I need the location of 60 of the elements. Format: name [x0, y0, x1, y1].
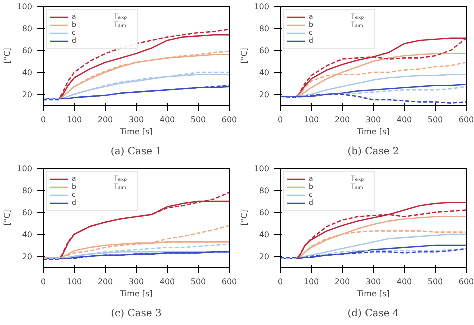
- y-tick-label: 40: [22, 68, 33, 78]
- x-axis-title: Time [s]: [119, 290, 153, 298]
- x-tick-label: 400: [396, 116, 412, 124]
- y-tick-label: 60: [259, 46, 270, 56]
- x-tick-label: 600: [458, 278, 474, 286]
- x-tick-label: 0: [278, 116, 284, 124]
- y-tick-label: 100: [254, 164, 270, 174]
- y-axis-title: [°C]: [3, 210, 12, 226]
- y-tick-label: 100: [17, 164, 33, 174]
- x-tick-label: 600: [222, 278, 238, 286]
- text: (d) Case 4: [348, 308, 400, 320]
- x-tick-label: 400: [160, 116, 176, 124]
- x-tick-label: 400: [396, 278, 412, 286]
- text: (b) Case 2: [348, 146, 400, 158]
- y-tick-label: 20: [22, 90, 33, 100]
- x-axis-title: Time [s]: [119, 128, 153, 136]
- x-tick-label: 200: [334, 116, 350, 124]
- y-tick-label: 100: [254, 2, 270, 12]
- y-axis-title: [°C]: [240, 48, 250, 64]
- x-tick-label: 600: [458, 116, 474, 124]
- x-tick-label: 500: [428, 278, 444, 286]
- text: (a) Case 1: [110, 146, 162, 158]
- x-tick-label: 300: [128, 278, 144, 286]
- y-tick-label: 40: [22, 230, 33, 240]
- y-tick-label: 20: [259, 90, 270, 100]
- y-tick-label: 20: [259, 252, 270, 262]
- x-tick-label: 200: [98, 116, 114, 124]
- y-tick-label: 60: [22, 208, 33, 218]
- x-tick-label: 600: [222, 116, 238, 124]
- y-tick-label: 20: [22, 252, 33, 262]
- x-axis-title: Time [s]: [356, 128, 390, 136]
- x-tick-label: 200: [98, 278, 114, 286]
- x-tick-label: 300: [366, 116, 382, 124]
- y-tick-label: 80: [22, 24, 33, 34]
- y-tick-label: 60: [22, 46, 33, 56]
- x-tick-label: 500: [428, 116, 444, 124]
- y-tick-label: 40: [259, 68, 270, 78]
- y-axis-title: [°C]: [3, 48, 12, 64]
- y-tick-label: 40: [259, 230, 270, 240]
- x-tick-label: 500: [190, 116, 206, 124]
- x-tick-label: 300: [366, 278, 382, 286]
- x-axis-title: Time [s]: [356, 290, 390, 298]
- x-tick-label: 300: [128, 116, 144, 124]
- x-tick-label: 500: [190, 278, 206, 286]
- y-tick-label: 60: [259, 208, 270, 218]
- y-tick-label: 80: [259, 186, 270, 196]
- x-tick-label: 100: [304, 278, 320, 286]
- text: (c) Case 3: [111, 308, 162, 320]
- x-tick-label: 0: [278, 278, 284, 286]
- x-tick-label: 100: [66, 278, 82, 286]
- x-tick-label: 200: [334, 278, 350, 286]
- x-tick-label: 0: [40, 116, 46, 124]
- y-tick-label: 100: [17, 2, 33, 12]
- y-tick-label: 80: [22, 186, 33, 196]
- x-tick-label: 0: [40, 278, 46, 286]
- x-tick-label: 100: [304, 116, 320, 124]
- x-tick-label: 400: [160, 278, 176, 286]
- x-tick-label: 100: [66, 116, 82, 124]
- y-tick-label: 80: [259, 24, 270, 34]
- y-axis-title: [°C]: [240, 210, 250, 226]
